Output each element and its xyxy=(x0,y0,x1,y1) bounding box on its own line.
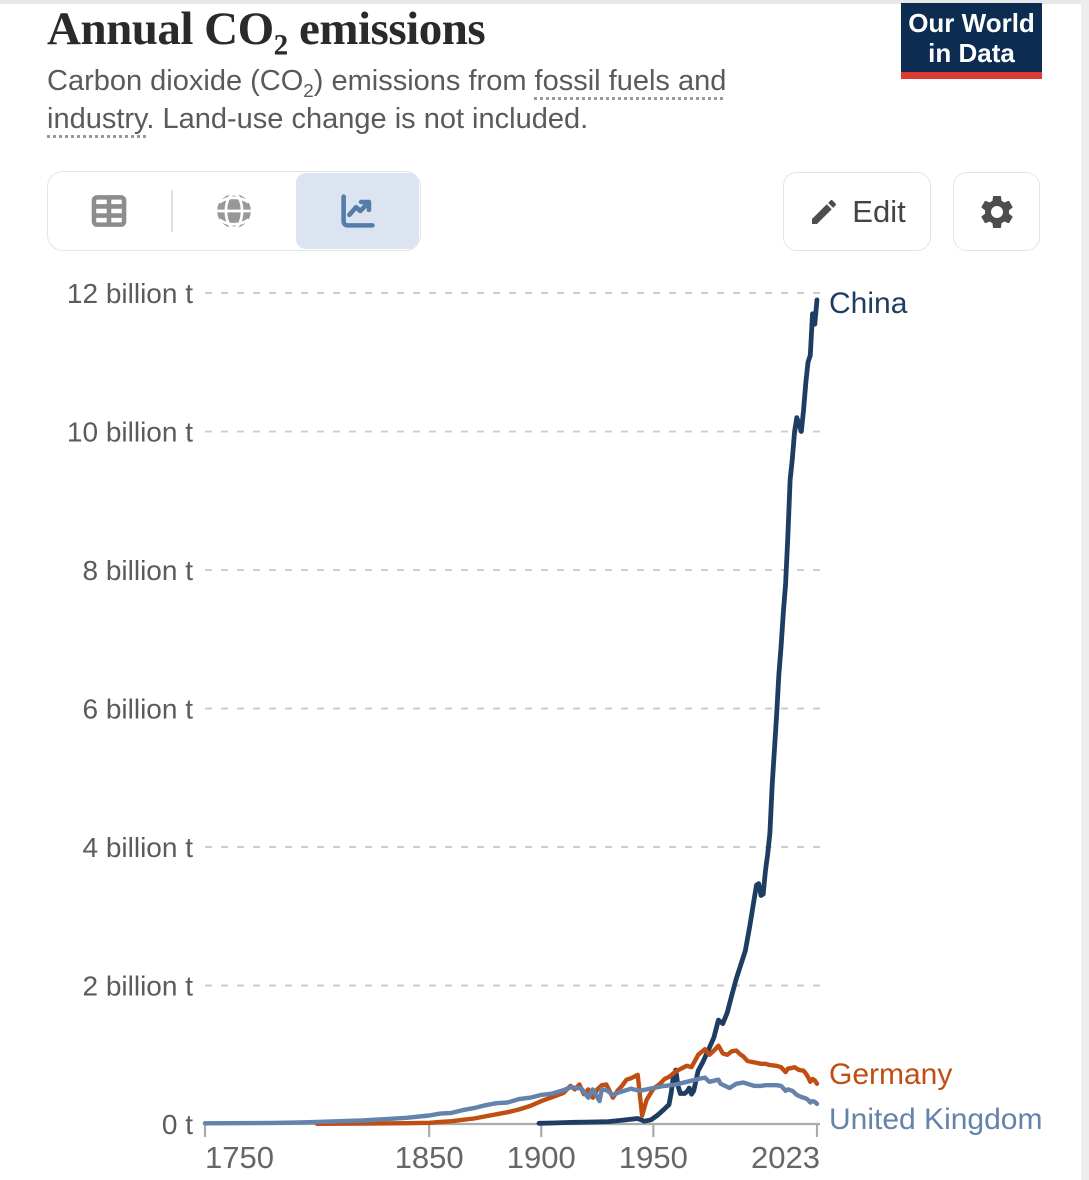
chart-title: Annual CO2 emissions xyxy=(47,3,486,62)
map-view-button[interactable] xyxy=(173,172,296,250)
y-axis-label-8: 8 billion t xyxy=(82,555,193,586)
x-axis-label-1850: 1850 xyxy=(395,1140,464,1175)
gear-icon xyxy=(980,195,1013,228)
series-label-united-kingdom[interactable]: United Kingdom xyxy=(829,1103,1042,1136)
series-label-china[interactable]: China xyxy=(829,287,908,320)
logo-line2: in Data xyxy=(928,37,1015,68)
logo-line1: Our World xyxy=(908,7,1035,38)
x-axis-label-1900: 1900 xyxy=(507,1140,576,1175)
x-axis-label-2023: 2023 xyxy=(751,1140,820,1175)
scrollbar-strip[interactable] xyxy=(1081,0,1089,1180)
y-axis-label-12: 12 billion t xyxy=(67,278,193,309)
y-axis-label-0: 0 t xyxy=(162,1109,193,1140)
x-axis-label-1750: 1750 xyxy=(205,1140,274,1175)
pencil-icon xyxy=(812,199,837,224)
top-edge-strip xyxy=(0,0,1089,4)
series-line-united-kingdom[interactable] xyxy=(202,1075,820,1126)
co2-subscript: 2 xyxy=(273,29,289,62)
line-chart-icon xyxy=(340,194,375,228)
y-axis-label-2: 2 billion t xyxy=(82,971,193,1002)
series-line-germany[interactable] xyxy=(314,1043,820,1126)
fossil-fuels-industry-link[interactable]: fossil fuels and industry xyxy=(47,65,727,135)
settings-button[interactable] xyxy=(953,172,1040,251)
view-switcher xyxy=(47,171,421,251)
chart-view-button[interactable] xyxy=(296,173,420,249)
y-axis-label-10: 10 billion t xyxy=(67,417,193,448)
series-label-germany[interactable]: Germany xyxy=(829,1058,952,1091)
table-icon xyxy=(92,195,127,227)
edit-button[interactable]: Edit xyxy=(783,172,931,251)
emissions-line-chart: 0 t 2 billion t 4 billion t 6 billion t 8 bi… xyxy=(67,278,1043,1175)
globe-icon xyxy=(217,192,251,230)
edit-button-label: Edit xyxy=(852,193,906,229)
x-axis-label-1950: 1950 xyxy=(619,1140,688,1175)
chart-subtitle: Carbon dioxide (CO2) emissions from foss… xyxy=(47,65,727,135)
series-line-china[interactable] xyxy=(536,297,820,1126)
y-axis-label-6: 6 billion t xyxy=(82,694,193,725)
table-view-button[interactable] xyxy=(48,172,171,250)
owid-logo[interactable]: Our World in Data xyxy=(901,3,1042,79)
y-axis-label-4: 4 billion t xyxy=(82,832,193,863)
toolbar-divider xyxy=(170,190,173,232)
